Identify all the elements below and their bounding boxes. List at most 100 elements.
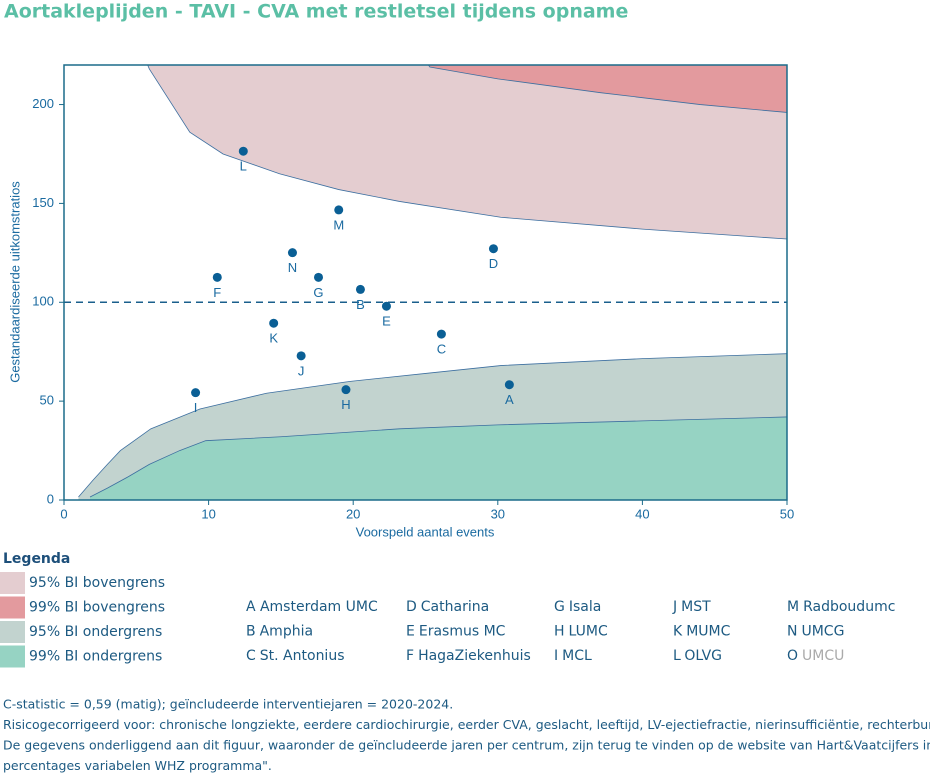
hospital-entry: I MCL — [554, 648, 592, 664]
hospital-name: Amsterdam UMC — [260, 599, 378, 615]
x-tick-label: 40 — [635, 506, 649, 521]
x-tick-label: 0 — [60, 506, 67, 521]
x-axis-label: Voorspeld aantal events — [356, 524, 495, 539]
band-line — [147, 65, 787, 240]
band-area — [147, 65, 787, 239]
hospital-code: G — [554, 599, 565, 615]
hospital-name: MUMC — [686, 624, 730, 640]
point-label: B — [356, 297, 365, 312]
plot-frame — [63, 64, 788, 501]
hospital-entry: J MST — [672, 599, 711, 615]
hospital-name: UMCU — [802, 648, 844, 664]
hospital-name: Erasmus MC — [419, 624, 506, 640]
hospital-code: C — [246, 648, 256, 664]
point — [504, 380, 514, 390]
hospital-code: O — [787, 648, 798, 664]
point — [212, 272, 222, 282]
point — [355, 284, 365, 294]
point — [287, 248, 297, 258]
hospital-name: Amphia — [260, 624, 313, 640]
y-tick-label: 100 — [32, 294, 54, 309]
hospital-code: E — [406, 624, 415, 640]
hospital-entry: K MUMC — [673, 624, 731, 640]
point-label: I — [194, 400, 198, 415]
note: Risicogecorrigeerd voor: chronische long… — [3, 717, 930, 732]
hospital-name: OLVG — [684, 648, 722, 664]
point — [436, 329, 446, 339]
y-tick-label: 150 — [32, 195, 54, 210]
point — [488, 244, 498, 254]
point-label: A — [505, 392, 514, 407]
legend-label: 99% BI bovengrens — [29, 600, 165, 616]
point — [381, 301, 391, 311]
hospital-name: LUMC — [569, 624, 608, 640]
note: C-statistic = 0,59 (matig); geïncludeerd… — [3, 697, 453, 712]
band-line — [78, 353, 787, 498]
hospital-entry: E Erasmus MC — [406, 624, 506, 640]
point-label: E — [382, 314, 391, 329]
point-label: N — [288, 260, 297, 275]
point — [269, 318, 279, 328]
hospital-code: N — [787, 624, 797, 640]
band-area — [428, 65, 787, 113]
point — [334, 205, 344, 215]
point-label: L — [240, 159, 247, 174]
note: De gegevens onderliggend aan dit figuur,… — [3, 738, 930, 753]
y-tick-label: 50 — [40, 393, 54, 408]
band-line — [89, 416, 787, 498]
point-label: J — [298, 363, 305, 378]
hospital-entry: O UMCU — [787, 648, 844, 664]
hospital-name: MST — [681, 599, 711, 615]
hospital-code: I — [554, 648, 558, 664]
legend-label: 95% BI ondergrens — [29, 624, 162, 640]
y-axis-label: Gestandaardiseerde uitkomstratios — [7, 181, 22, 383]
hospital-name: St. Antonius — [260, 648, 345, 664]
hospital-code: D — [406, 599, 417, 615]
point-label: F — [213, 285, 221, 300]
legend-label: 99% BI ondergrens — [29, 649, 162, 665]
x-tick-label: 50 — [780, 506, 794, 521]
legend-label: 95% BI bovengrens — [29, 575, 165, 591]
point-label: K — [269, 331, 278, 346]
hospital-code: B — [246, 624, 256, 640]
hospital-entry: L OLVG — [673, 648, 722, 664]
point — [296, 351, 306, 361]
x-tick-label: 30 — [491, 506, 505, 521]
hospital-name: UMCG — [801, 624, 844, 640]
point — [238, 146, 248, 156]
hospital-entry: F HagaZiekenhuis — [406, 648, 531, 664]
point-label: G — [313, 285, 323, 300]
hospital-name: Isala — [569, 599, 601, 615]
x-tick-label: 20 — [346, 506, 360, 521]
hospital-entry: N UMCG — [787, 624, 844, 640]
legend-swatch — [0, 572, 25, 594]
note: percentages variabelen WHZ programma". — [3, 758, 272, 773]
hospital-entry: A Amsterdam UMC — [246, 599, 378, 615]
point-label: C — [437, 342, 446, 357]
plot-area — [78, 65, 787, 500]
hospital-code: F — [406, 648, 414, 664]
hospital-name: HagaZiekenhuis — [418, 648, 531, 664]
hospital-code: K — [673, 624, 683, 640]
hospital-entry: D Catharina — [406, 599, 489, 615]
point-label: M — [333, 217, 344, 232]
chart-title: Aortakleplijden - TAVI - CVA met restlet… — [4, 1, 628, 23]
hospital-entry: M Radboudumc — [787, 599, 895, 615]
band-line — [427, 65, 787, 113]
hospital-code: H — [554, 624, 565, 640]
legend-swatch — [0, 621, 25, 643]
point — [313, 272, 323, 282]
point — [191, 388, 201, 398]
hospital-name: Catharina — [421, 599, 489, 615]
point-label: H — [341, 397, 350, 412]
hospital-entry: C St. Antonius — [246, 648, 345, 664]
point-label: D — [489, 256, 498, 271]
legend-swatch — [0, 645, 25, 668]
point — [341, 385, 351, 395]
hospital-entry: B Amphia — [246, 624, 313, 640]
hospital-name: Radboudumc — [803, 599, 895, 615]
hospital-code: A — [246, 599, 256, 615]
y-tick-label: 200 — [32, 96, 54, 111]
hospital-code: J — [672, 599, 677, 615]
